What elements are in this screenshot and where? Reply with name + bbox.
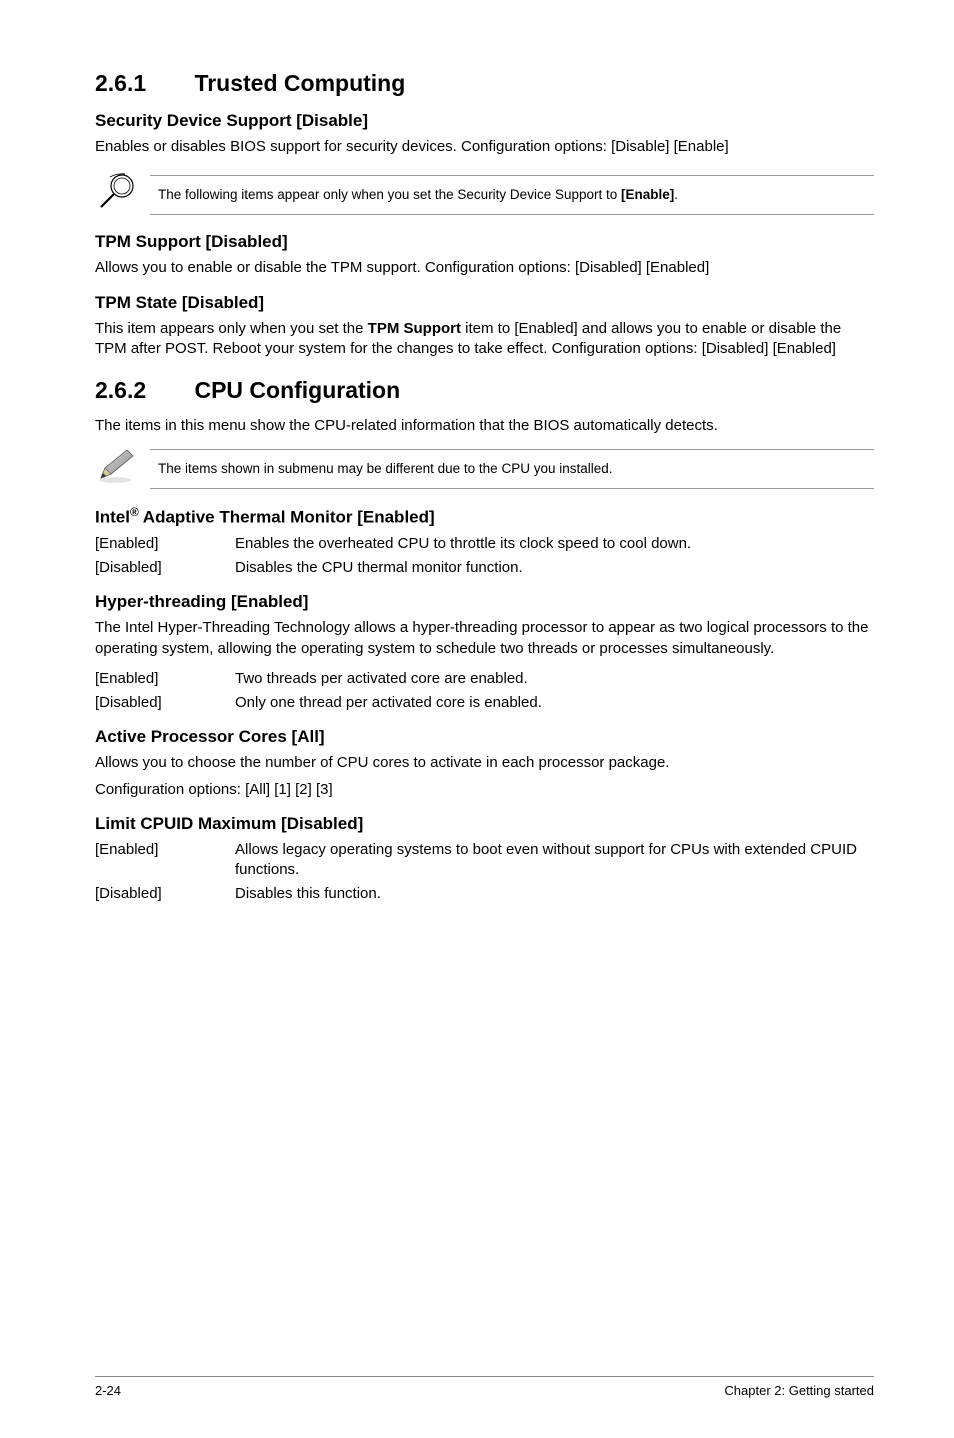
section-2-6-1-header: 2.6.1 Trusted Computing: [95, 70, 874, 97]
option-label: [Enabled]: [95, 840, 235, 881]
sds-body: Enables or disables BIOS support for sec…: [95, 137, 874, 157]
ht-heading: Hyper-threading [Enabled]: [95, 592, 874, 612]
atm-heading: Intel® Adaptive Thermal Monitor [Enabled…: [95, 505, 874, 528]
section-title: Trusted Computing: [194, 70, 405, 97]
option-label: [Disabled]: [95, 884, 235, 904]
option-label: [Disabled]: [95, 558, 235, 578]
section-2-6-2-header: 2.6.2 CPU Configuration: [95, 377, 874, 404]
apc-heading: Active Processor Cores [All]: [95, 727, 874, 747]
option-label: [Enabled]: [95, 534, 235, 554]
note1-suffix: .: [674, 187, 678, 202]
option-desc: Two threads per activated core are enabl…: [235, 669, 874, 689]
tpm-state-body: This item appears only when you set the …: [95, 319, 874, 360]
atm-heading-prefix: Intel: [95, 508, 130, 527]
note-1-content: The following items appear only when you…: [150, 175, 874, 215]
note-box-1: The following items appear only when you…: [95, 171, 874, 218]
pencil-icon: [95, 446, 150, 491]
atm-opt-disabled: [Disabled] Disables the CPU thermal moni…: [95, 558, 874, 578]
footer-page: 2-24: [95, 1383, 121, 1398]
atm-opt-enabled: [Enabled] Enables the overheated CPU to …: [95, 534, 874, 554]
apc-body1: Allows you to choose the number of CPU c…: [95, 753, 874, 773]
s262-intro: The items in this menu show the CPU-rela…: [95, 416, 874, 436]
section-title: CPU Configuration: [194, 377, 400, 404]
lcm-opt-disabled: [Disabled] Disables this function.: [95, 884, 874, 904]
page-footer: 2-24 Chapter 2: Getting started: [95, 1376, 874, 1398]
ht-body: The Intel Hyper-Threading Technology all…: [95, 618, 874, 659]
note1-prefix: The following items appear only when you…: [158, 187, 621, 202]
option-desc: Disables the CPU thermal monitor functio…: [235, 558, 874, 578]
ht-opt-enabled: [Enabled] Two threads per activated core…: [95, 669, 874, 689]
note-box-2: The items shown in submenu may be differ…: [95, 446, 874, 491]
lcm-heading: Limit CPUID Maximum [Disabled]: [95, 814, 874, 834]
atm-heading-suffix: Adaptive Thermal Monitor [Enabled]: [139, 508, 435, 527]
note-2-content: The items shown in submenu may be differ…: [150, 449, 874, 489]
option-desc: Disables this function.: [235, 884, 874, 904]
option-desc: Enables the overheated CPU to throttle i…: [235, 534, 874, 554]
section-number: 2.6.2: [95, 377, 190, 404]
apc-body2: Configuration options: [All] [1] [2] [3]: [95, 780, 874, 800]
option-label: [Enabled]: [95, 669, 235, 689]
sds-heading: Security Device Support [Disable]: [95, 111, 874, 131]
atm-heading-sup: ®: [130, 505, 139, 519]
section-number: 2.6.1: [95, 70, 190, 97]
ht-opt-disabled: [Disabled] Only one thread per activated…: [95, 693, 874, 713]
tpm-state-prefix: This item appears only when you set the: [95, 320, 368, 337]
tpm-support-heading: TPM Support [Disabled]: [95, 232, 874, 252]
footer-chapter: Chapter 2: Getting started: [724, 1383, 874, 1398]
lcm-opt-enabled: [Enabled] Allows legacy operating system…: [95, 840, 874, 881]
note1-bold: [Enable]: [621, 187, 674, 202]
option-desc: Only one thread per activated core is en…: [235, 693, 874, 713]
option-desc: Allows legacy operating systems to boot …: [235, 840, 874, 881]
tpm-state-bold: TPM Support: [368, 320, 461, 337]
tpm-state-heading: TPM State [Disabled]: [95, 293, 874, 313]
option-label: [Disabled]: [95, 693, 235, 713]
magnifier-icon: [95, 171, 150, 218]
tpm-support-body: Allows you to enable or disable the TPM …: [95, 258, 874, 278]
